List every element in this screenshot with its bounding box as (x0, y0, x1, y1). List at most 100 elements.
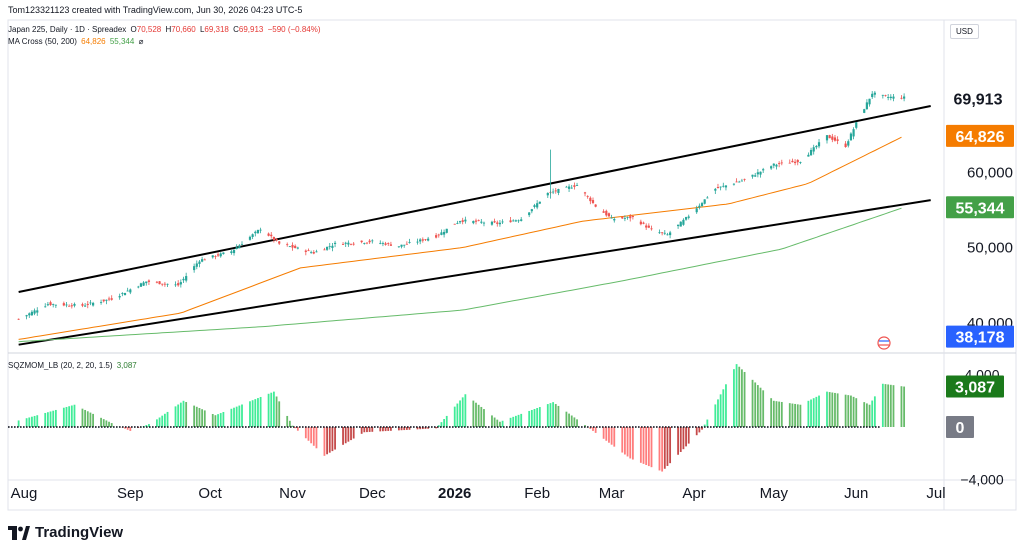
squeeze-dot (263, 426, 265, 428)
candle (815, 145, 818, 150)
momentum-bar (249, 401, 251, 427)
squeeze-dot (152, 426, 154, 428)
momentum-bar (533, 408, 536, 427)
instrument-legend[interactable]: Japan 225, Daily · 1D · Spreadex O70,528… (8, 25, 321, 34)
low-value: 69,318 (204, 25, 229, 34)
momentum-bar (129, 427, 132, 431)
candle (623, 215, 627, 222)
price-badge-ma-slow: 55,344 (946, 196, 1014, 219)
squeeze-dot (485, 426, 487, 428)
momentum-bar (257, 398, 259, 427)
squeeze-dot (305, 426, 307, 428)
candle (28, 312, 31, 318)
candle-body (118, 296, 121, 298)
candle-body (442, 231, 446, 235)
momentum-bar (254, 399, 257, 427)
momentum-bar (31, 416, 33, 427)
momentum-bar (754, 382, 757, 427)
candle (397, 246, 400, 248)
candle (613, 217, 616, 223)
candle-body (844, 143, 847, 148)
candle (775, 163, 778, 170)
candle (770, 165, 773, 170)
candle-body (341, 244, 345, 245)
squeeze-dot (806, 426, 808, 428)
candle (719, 186, 722, 191)
momentum-bar (84, 409, 87, 427)
momentum-bar (49, 411, 52, 427)
candle (403, 244, 406, 248)
candle-body (605, 210, 608, 216)
squeeze-dot (32, 426, 34, 428)
candle (62, 301, 65, 307)
candle (716, 183, 720, 189)
candle (347, 240, 350, 247)
momentum-bar (887, 384, 890, 427)
momentum-bar (889, 384, 892, 427)
candle-body (419, 239, 422, 242)
momentum-bar (903, 386, 906, 427)
ma-legend[interactable]: MA Cross (50, 200) 64,826 55,344 ⌀ (8, 37, 143, 46)
squeeze-dot (752, 426, 754, 428)
candle-body (575, 185, 579, 186)
squeeze-dot (500, 426, 502, 428)
momentum-bar (807, 400, 810, 427)
squeeze-dot (542, 426, 544, 428)
candle (272, 236, 276, 243)
candle-body (698, 205, 701, 208)
currency-button[interactable]: USD (950, 24, 979, 39)
candle (607, 212, 611, 217)
tradingview-brand[interactable]: TradingView (8, 524, 123, 541)
squeeze-dot (794, 426, 796, 428)
squeeze-dot (20, 426, 22, 428)
squeeze-dot (476, 426, 478, 428)
candle (352, 242, 355, 246)
squeeze-dot (707, 426, 709, 428)
candle-body (796, 159, 799, 163)
squeeze-dot (23, 426, 25, 428)
squeeze-dot (635, 426, 637, 428)
momentum-bar (185, 402, 188, 427)
candle (546, 192, 549, 198)
candle (738, 180, 741, 183)
time-tick-label: Dec (359, 485, 386, 502)
momentum-bar (714, 404, 717, 427)
squeeze-dot (368, 426, 370, 428)
momentum-bar (427, 427, 430, 429)
price-tick-label: 60,000 (967, 164, 1013, 181)
squeeze-dot (557, 426, 559, 428)
candle (575, 182, 579, 186)
momentum-bar (666, 427, 669, 466)
candle (812, 144, 815, 155)
candle-body (772, 163, 775, 166)
momentum-bar (161, 415, 164, 427)
squeeze-dot (539, 426, 541, 428)
momentum-bar (549, 403, 552, 427)
momentum-bar (836, 393, 839, 427)
sqz-legend[interactable]: SQZMOM_LB (20, 2, 20, 1.5) 3,087 (8, 361, 137, 370)
candle (817, 139, 821, 149)
momentum-bar (669, 427, 672, 464)
momentum-bar (126, 427, 129, 430)
candle-body (25, 315, 28, 317)
candle (349, 243, 353, 246)
squeeze-dot (404, 426, 406, 428)
candle-body (360, 240, 363, 243)
candle (145, 281, 148, 286)
momentum-bar (397, 427, 400, 431)
momentum-bar (424, 427, 427, 429)
momentum-bar (416, 427, 419, 430)
chart-border (7, 19, 1017, 511)
momentum-bar (36, 415, 39, 427)
time-tick-label: 2026 (438, 485, 471, 502)
candle-body (740, 180, 744, 182)
candle (589, 196, 592, 205)
time-tick-label: Sep (117, 485, 144, 502)
squeeze-dot (632, 426, 634, 428)
squeeze-dot (830, 426, 832, 428)
momentum-bar (602, 427, 605, 439)
candle-body (435, 235, 438, 238)
candle-body (567, 186, 571, 189)
candle-body (363, 243, 366, 244)
